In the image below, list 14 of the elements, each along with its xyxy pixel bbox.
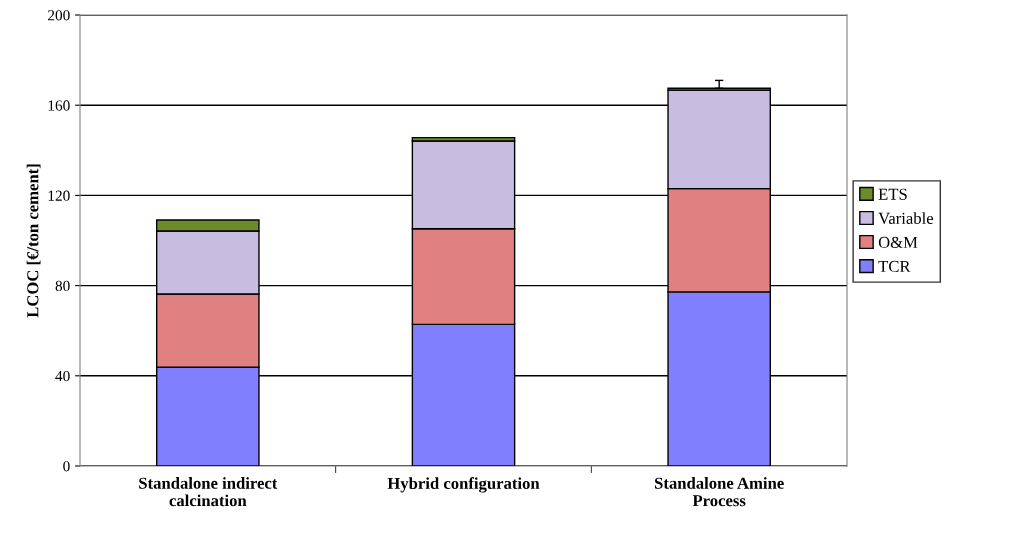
legend-label: TCR bbox=[878, 260, 911, 273]
x-tick-label: Standalone Amine Process bbox=[655, 477, 784, 507]
x-tick-label: Hybrid configuration bbox=[387, 477, 540, 493]
x-tick-label: Standalone indirect calcination bbox=[139, 477, 278, 507]
legend-label: ETS bbox=[878, 188, 907, 200]
y-axis-title: LCOC [€/ton cement] bbox=[26, 164, 41, 318]
y-tick-label: 200 bbox=[48, 10, 70, 21]
y-tick-label: 160 bbox=[48, 100, 70, 111]
legend-label: O&M bbox=[878, 236, 918, 248]
y-tick-label: 0 bbox=[63, 461, 70, 472]
y-tick-label: 40 bbox=[55, 370, 70, 382]
y-tick-label: 120 bbox=[48, 190, 70, 201]
legend-label: Variable bbox=[878, 212, 934, 225]
y-tick-label: 80 bbox=[55, 280, 70, 292]
